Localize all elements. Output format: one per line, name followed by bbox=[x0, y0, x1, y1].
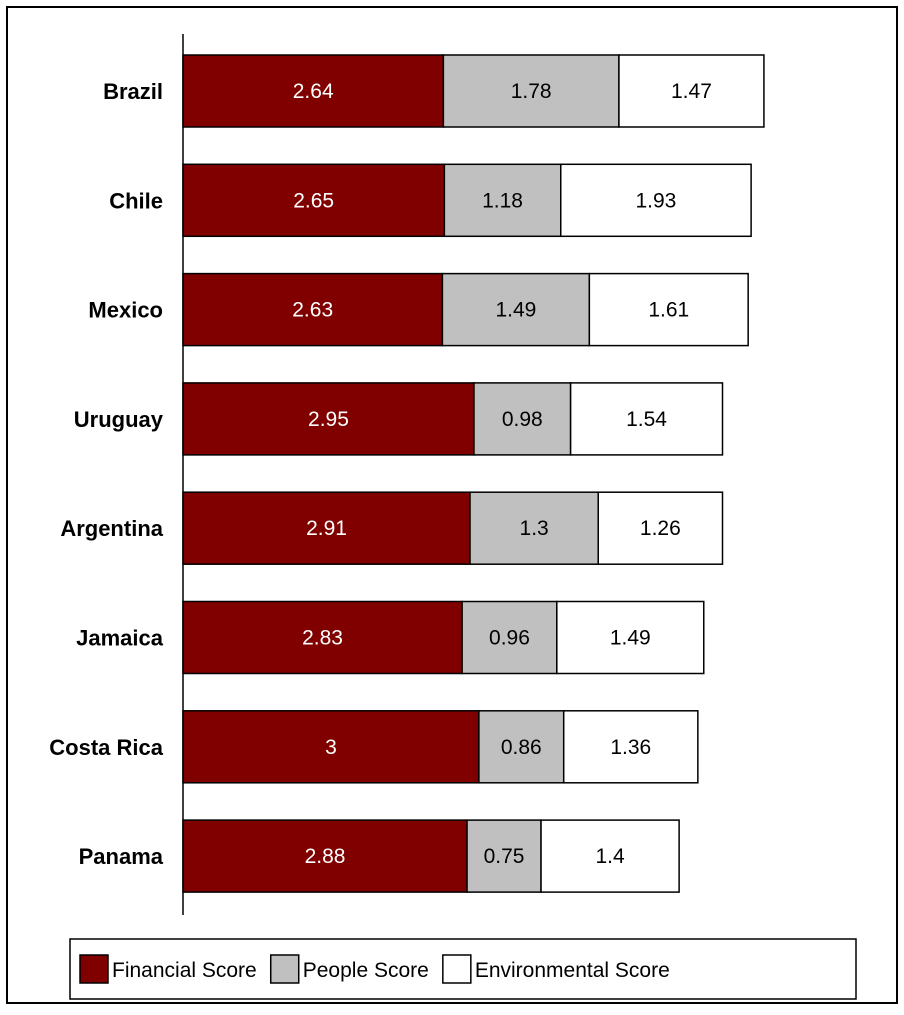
value-label-financial-score-uruguay: 2.95 bbox=[308, 408, 349, 431]
bar-people-score-mexico bbox=[441, 272, 591, 347]
value-label-people-score-mexico: 1.49 bbox=[495, 299, 536, 322]
value-label-people-score-brazil: 1.78 bbox=[511, 80, 552, 103]
category-label-brazil: Brazil bbox=[103, 79, 163, 104]
bar-environmental-score-uruguay bbox=[569, 382, 724, 456]
value-label-financial-score-mexico: 2.63 bbox=[292, 299, 333, 322]
legend-label-people-score: People Score bbox=[303, 959, 429, 982]
bar-environmental-score-costa-rica bbox=[562, 710, 699, 784]
value-label-financial-score-jamaica: 2.83 bbox=[302, 627, 343, 650]
bar-environmental-score-mexico bbox=[588, 272, 749, 347]
category-label-chile: Chile bbox=[109, 188, 163, 213]
category-label-costa-rica: Costa Rica bbox=[49, 735, 163, 760]
category-label-panama: Panama bbox=[79, 844, 164, 869]
bar-financial-score-uruguay bbox=[182, 382, 475, 456]
value-label-environmental-score-brazil: 1.47 bbox=[671, 80, 712, 103]
value-label-people-score-uruguay: 0.98 bbox=[502, 408, 543, 431]
legend: Financial Score People Score Environmental… bbox=[69, 938, 857, 1000]
bar-environmental-score-chile bbox=[560, 163, 752, 238]
value-label-people-score-argentina: 1.3 bbox=[520, 517, 549, 540]
category-label-uruguay: Uruguay bbox=[74, 407, 164, 432]
bar-people-score-jamaica bbox=[461, 600, 558, 675]
legend-label-financial-score: Financial Score bbox=[112, 959, 257, 982]
value-label-people-score-costa-rica: 0.86 bbox=[501, 736, 542, 759]
legend-label-environmental-score: Environmental Score bbox=[475, 959, 670, 982]
bar-financial-score-chile bbox=[182, 163, 446, 238]
plot-area: Brazil 2.64 1.78 1.47 Chile 2.65 1.18 1.93 Mexic… bbox=[49, 34, 765, 915]
bar-environmental-score-argentina bbox=[597, 491, 724, 565]
category-label-mexico: Mexico bbox=[88, 298, 163, 323]
category-label-jamaica: Jamaica bbox=[76, 626, 164, 651]
value-label-financial-score-costa-rica: 3 bbox=[325, 736, 337, 759]
legend-swatch-people-score bbox=[269, 954, 300, 984]
value-label-financial-score-brazil: 2.64 bbox=[293, 80, 334, 103]
value-label-financial-score-argentina: 2.91 bbox=[306, 517, 347, 540]
bar-financial-score-brazil bbox=[182, 54, 445, 128]
bar-financial-score-mexico bbox=[182, 272, 444, 347]
legend-swatch-financial-score bbox=[79, 954, 109, 984]
value-label-people-score-panama: 0.75 bbox=[484, 845, 525, 868]
bar-people-score-brazil bbox=[442, 54, 620, 128]
bar-environmental-score-panama bbox=[540, 819, 680, 893]
value-label-financial-score-chile: 2.65 bbox=[293, 189, 334, 212]
bar-environmental-score-brazil bbox=[618, 54, 765, 128]
bar-people-score-argentina bbox=[469, 491, 599, 565]
value-label-environmental-score-uruguay: 1.54 bbox=[626, 408, 667, 431]
category-label-argentina: Argentina bbox=[60, 516, 163, 541]
value-label-people-score-chile: 1.18 bbox=[482, 189, 523, 212]
legend-swatch-environmental-score bbox=[442, 954, 472, 984]
bar-people-score-uruguay bbox=[473, 382, 572, 456]
bar-people-score-costa-rica bbox=[478, 710, 565, 784]
bar-financial-score-costa-rica bbox=[182, 710, 480, 784]
bar-financial-score-jamaica bbox=[182, 600, 463, 675]
value-label-environmental-score-panama: 1.4 bbox=[595, 845, 625, 868]
value-label-environmental-score-costa-rica: 1.36 bbox=[610, 736, 651, 759]
value-label-environmental-score-argentina: 1.26 bbox=[640, 517, 681, 540]
value-label-environmental-score-mexico: 1.61 bbox=[648, 299, 689, 322]
value-label-environmental-score-jamaica: 1.49 bbox=[610, 627, 651, 650]
value-label-environmental-score-chile: 1.93 bbox=[635, 189, 676, 212]
bar-environmental-score-jamaica bbox=[556, 600, 705, 675]
bar-people-score-panama bbox=[466, 819, 542, 893]
value-label-people-score-jamaica: 0.96 bbox=[489, 627, 530, 650]
value-label-financial-score-panama: 2.88 bbox=[305, 845, 346, 868]
